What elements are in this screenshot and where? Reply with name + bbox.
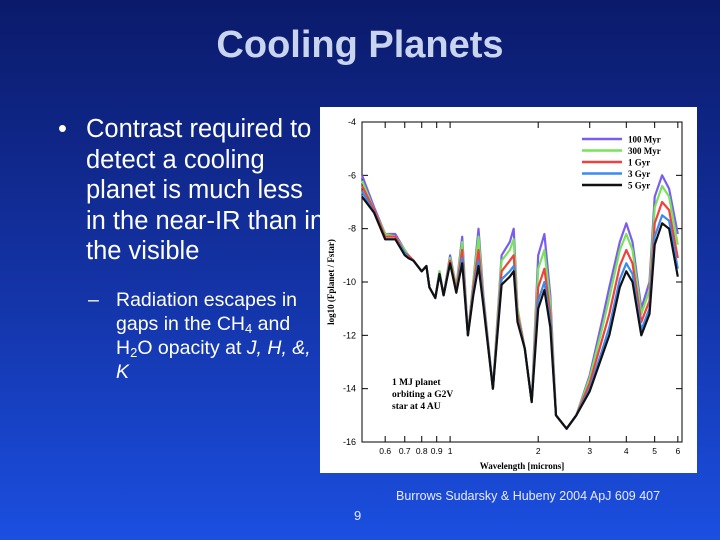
citation: Burrows Sudarsky & Hubeny 2004 ApJ 609 4… bbox=[396, 489, 661, 503]
x-tick-label: 2 bbox=[536, 446, 541, 456]
x-tick-label: 1 bbox=[448, 446, 453, 456]
x-tick-label: 4 bbox=[624, 446, 629, 456]
sub-bullet-bands: J, H, &, K bbox=[116, 337, 311, 383]
y-axis-label: log10 (Fplanet / Fstar) bbox=[326, 239, 336, 325]
x-tick-label: 0.6 bbox=[379, 446, 391, 456]
x-tick-label: 0.7 bbox=[399, 446, 411, 456]
x-tick-label: 5 bbox=[652, 446, 657, 456]
legend-label: 3 Gyr bbox=[628, 169, 650, 179]
series-line bbox=[361, 196, 679, 430]
y-tick-label: -4 bbox=[348, 117, 356, 127]
sub-bullet-prefix: Radiation escapes in gaps in the CH bbox=[116, 289, 298, 335]
main-bullet-text: Contrast required to detect a cooling pl… bbox=[86, 115, 325, 265]
x-tick-label: 3 bbox=[587, 446, 592, 456]
y-tick-label: -8 bbox=[348, 224, 356, 234]
page-number: 9 bbox=[354, 508, 362, 523]
legend-label: 5 Gyr bbox=[628, 181, 650, 191]
y-tick-label: -16 bbox=[343, 437, 356, 447]
contrast-chart: -4 -6 -8 -10 -12 -14 -16 0.6 0.7 0.8 0.9 1 2 3 4 5 6 Wave… bbox=[326, 117, 683, 471]
plot-annotation: star at 4 AU bbox=[392, 402, 441, 412]
bullet-dot-icon: • bbox=[58, 115, 67, 143]
sub-bullet-suffix: O opacity at bbox=[137, 337, 247, 359]
legend-label: 1 Gyr bbox=[628, 158, 650, 168]
sub-bullet-text: Radiation escapes in gaps in the CH4 and… bbox=[116, 288, 328, 384]
y-tick-label: -6 bbox=[348, 170, 356, 180]
spectrum-figure: -4 -6 -8 -10 -12 -14 -16 0.6 0.7 0.8 0.9 1 2 3 4 5 6 Wave… bbox=[320, 107, 697, 473]
dash-bullet-icon: – bbox=[88, 289, 99, 311]
plot-annotation: 1 MJ planet bbox=[392, 378, 441, 388]
sub-bullet-mid: and H bbox=[116, 313, 291, 359]
x-tick-label: 0.9 bbox=[431, 446, 443, 456]
legend-label: 300 Myr bbox=[628, 146, 661, 156]
plot-annotation: orbiting a G2V bbox=[392, 390, 453, 400]
x-tick-label: 0.8 bbox=[416, 446, 428, 456]
sub-bullet: – Radiation escapes in gaps in the CH4 a… bbox=[88, 288, 328, 384]
x-tick-label: 6 bbox=[675, 446, 680, 456]
y-tick-label: -10 bbox=[343, 277, 356, 287]
y-tick-label: -14 bbox=[343, 384, 356, 394]
slide-title: Cooling Planets bbox=[216, 24, 504, 66]
h2o-subscript: 2 bbox=[130, 345, 138, 360]
x-axis-label: Wavelength [microns] bbox=[480, 461, 565, 471]
main-bullet: • Contrast required to detect a cooling … bbox=[58, 114, 328, 267]
legend-label: 100 Myr bbox=[628, 135, 661, 145]
ch4-subscript: 4 bbox=[245, 321, 253, 336]
y-tick-label: -12 bbox=[343, 330, 356, 340]
